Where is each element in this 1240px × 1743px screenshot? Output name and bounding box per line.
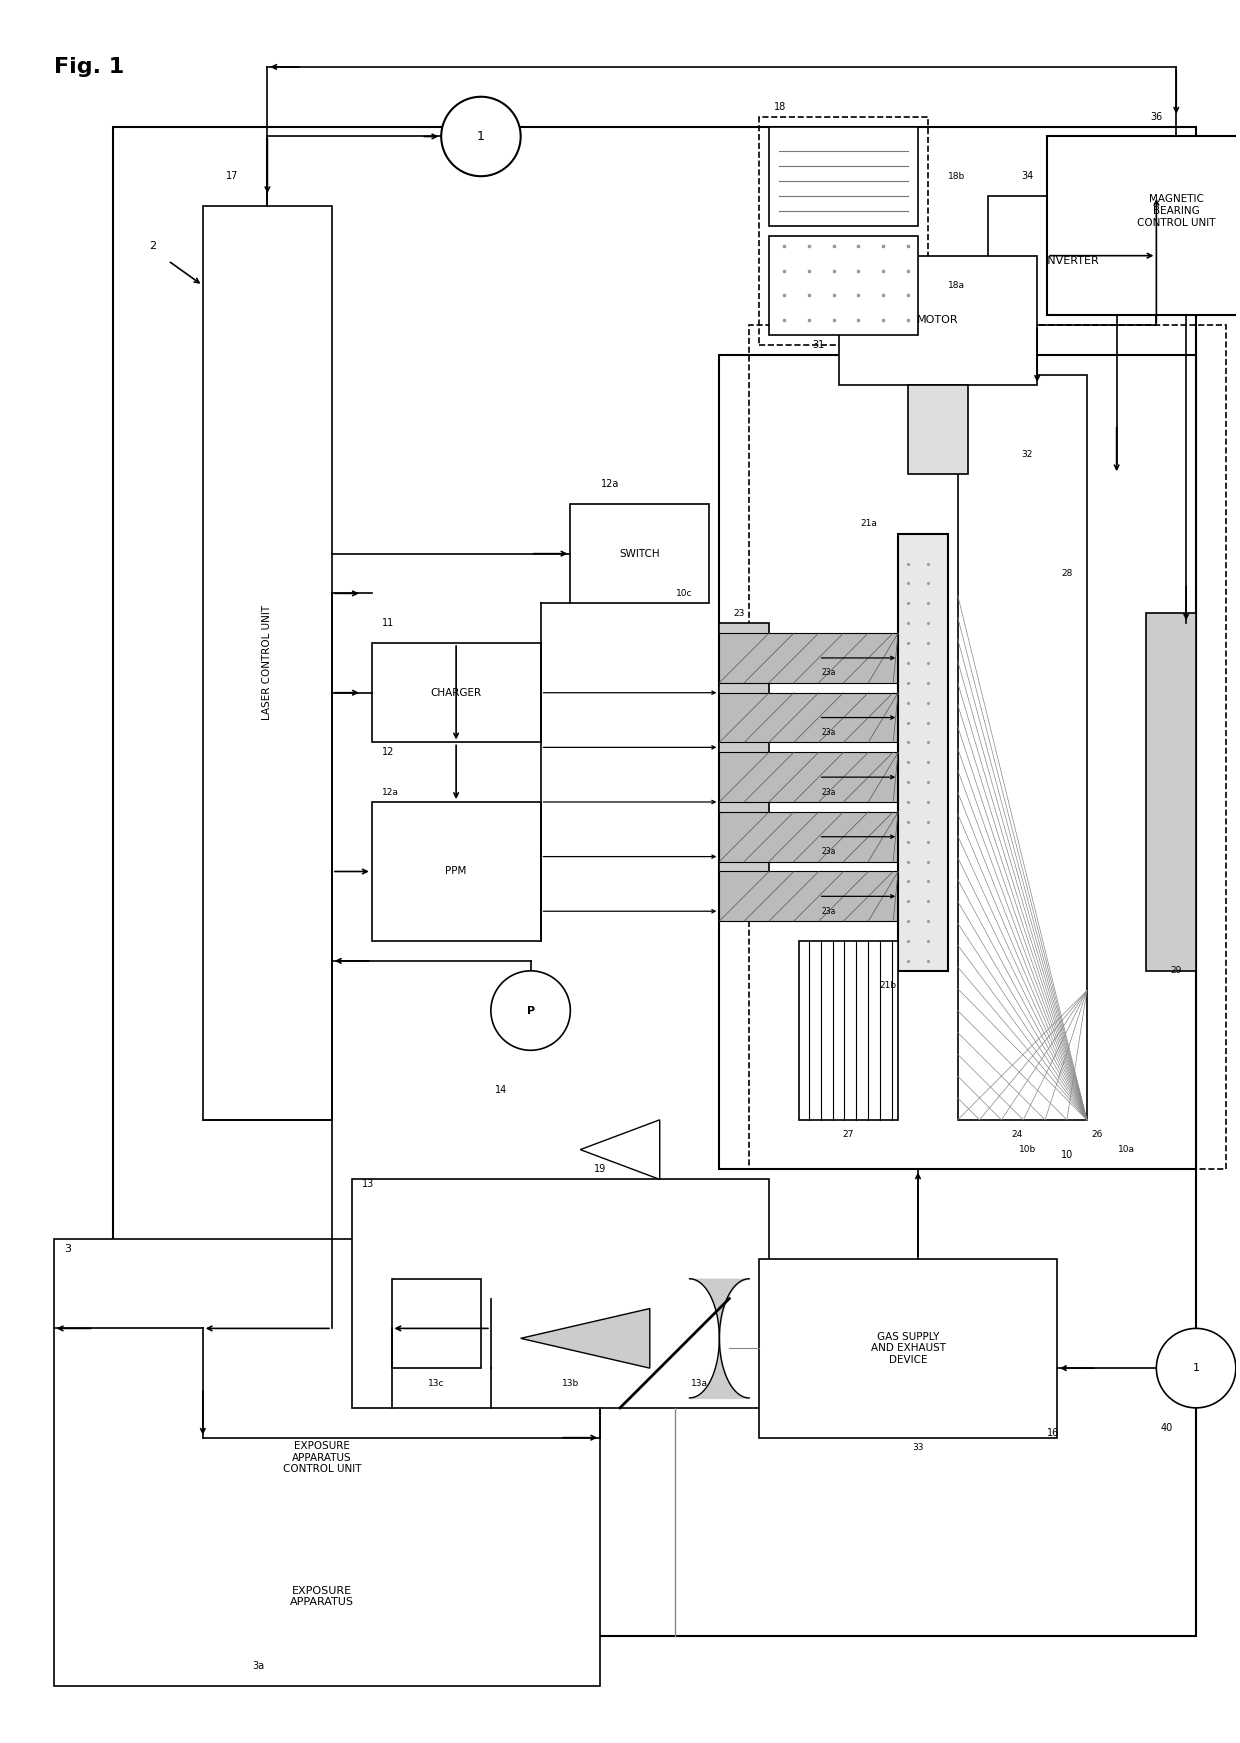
- Text: 23a: 23a: [821, 668, 836, 678]
- Text: 23: 23: [734, 608, 745, 617]
- Text: Fig. 1: Fig. 1: [53, 58, 124, 77]
- Text: 11: 11: [382, 619, 394, 627]
- Text: MAGNETIC
BEARING
CONTROL UNIT: MAGNETIC BEARING CONTROL UNIT: [1137, 195, 1215, 228]
- Text: P: P: [527, 1006, 534, 1016]
- Bar: [53, 1239, 600, 1685]
- Text: 12a: 12a: [382, 788, 398, 797]
- Text: 3a: 3a: [253, 1661, 264, 1672]
- Circle shape: [491, 971, 570, 1051]
- Text: 36: 36: [1151, 112, 1162, 122]
- Text: 23a: 23a: [821, 788, 836, 797]
- Text: 31: 31: [812, 340, 825, 350]
- Bar: [392, 1279, 481, 1368]
- Text: 29: 29: [1171, 966, 1182, 976]
- Text: 33: 33: [913, 1443, 924, 1452]
- Text: 34: 34: [1021, 171, 1033, 181]
- Text: 13c: 13c: [428, 1379, 444, 1387]
- Text: 19: 19: [594, 1164, 606, 1175]
- Text: 23a: 23a: [821, 729, 836, 737]
- Text: 26: 26: [1091, 1129, 1102, 1140]
- Bar: [719, 692, 898, 743]
- Bar: [957, 375, 1086, 1119]
- Text: 18b: 18b: [947, 173, 965, 181]
- Bar: [759, 1258, 1056, 1438]
- Bar: [719, 753, 898, 802]
- Bar: [759, 117, 928, 345]
- Text: 1: 1: [477, 131, 485, 143]
- Bar: [769, 235, 918, 335]
- Text: 12a: 12a: [601, 479, 619, 490]
- Text: EXPOSURE
APPARATUS: EXPOSURE APPARATUS: [290, 1586, 353, 1607]
- Text: 12: 12: [382, 748, 394, 756]
- Text: 21b: 21b: [879, 981, 897, 990]
- Text: 10b: 10b: [1018, 1145, 1035, 1154]
- Bar: [769, 127, 918, 227]
- Text: 23a: 23a: [821, 906, 836, 915]
- Bar: [372, 643, 541, 743]
- Text: SWITCH: SWITCH: [620, 549, 660, 560]
- Text: 10: 10: [1061, 1150, 1073, 1159]
- Text: 13: 13: [362, 1180, 374, 1189]
- Text: 24: 24: [1012, 1129, 1023, 1140]
- Bar: [719, 356, 1197, 1170]
- Text: PPM: PPM: [445, 866, 466, 877]
- Bar: [113, 127, 1197, 1637]
- Text: 10c: 10c: [676, 589, 693, 598]
- Bar: [1047, 136, 1240, 315]
- Text: 13b: 13b: [562, 1379, 579, 1387]
- Polygon shape: [521, 1309, 650, 1368]
- Text: 28: 28: [1061, 568, 1073, 579]
- Text: 21a: 21a: [859, 519, 877, 528]
- Bar: [908, 385, 967, 474]
- Text: 23a: 23a: [821, 847, 836, 856]
- Bar: [898, 533, 947, 971]
- Bar: [203, 206, 332, 1119]
- Text: INVERTER: INVERTER: [1044, 256, 1100, 265]
- Text: LASER CONTROL UNIT: LASER CONTROL UNIT: [263, 605, 273, 720]
- Polygon shape: [580, 1119, 660, 1180]
- Bar: [799, 941, 898, 1119]
- Text: 10a: 10a: [1118, 1145, 1135, 1154]
- Text: MOTOR: MOTOR: [918, 315, 959, 326]
- Text: GAS SUPPLY
AND EXHAUST
DEVICE: GAS SUPPLY AND EXHAUST DEVICE: [870, 1332, 946, 1365]
- Bar: [719, 812, 898, 861]
- Text: 17: 17: [227, 171, 239, 181]
- Bar: [570, 504, 709, 603]
- Text: EXPOSURE
APPARATUS
CONTROL UNIT: EXPOSURE APPARATUS CONTROL UNIT: [283, 1441, 361, 1475]
- Bar: [1147, 614, 1197, 971]
- Text: 32: 32: [1022, 450, 1033, 458]
- Circle shape: [441, 98, 521, 176]
- Circle shape: [1157, 1328, 1236, 1408]
- Bar: [719, 633, 898, 683]
- Bar: [372, 802, 541, 941]
- Bar: [987, 195, 1157, 326]
- Bar: [352, 1180, 769, 1408]
- Bar: [749, 326, 1226, 1170]
- Text: 18: 18: [774, 101, 786, 112]
- Text: 18a: 18a: [947, 281, 965, 289]
- Bar: [719, 624, 769, 920]
- Bar: [838, 256, 1037, 385]
- Text: 2: 2: [150, 241, 156, 251]
- Text: 3: 3: [63, 1245, 71, 1253]
- Text: 40: 40: [1161, 1422, 1173, 1433]
- Text: 16: 16: [1047, 1428, 1059, 1438]
- Text: 14: 14: [495, 1086, 507, 1095]
- Bar: [719, 872, 898, 920]
- Text: 13a: 13a: [691, 1379, 708, 1387]
- Text: 27: 27: [843, 1129, 854, 1140]
- Text: CHARGER: CHARGER: [430, 688, 481, 697]
- Text: 1: 1: [1193, 1363, 1199, 1373]
